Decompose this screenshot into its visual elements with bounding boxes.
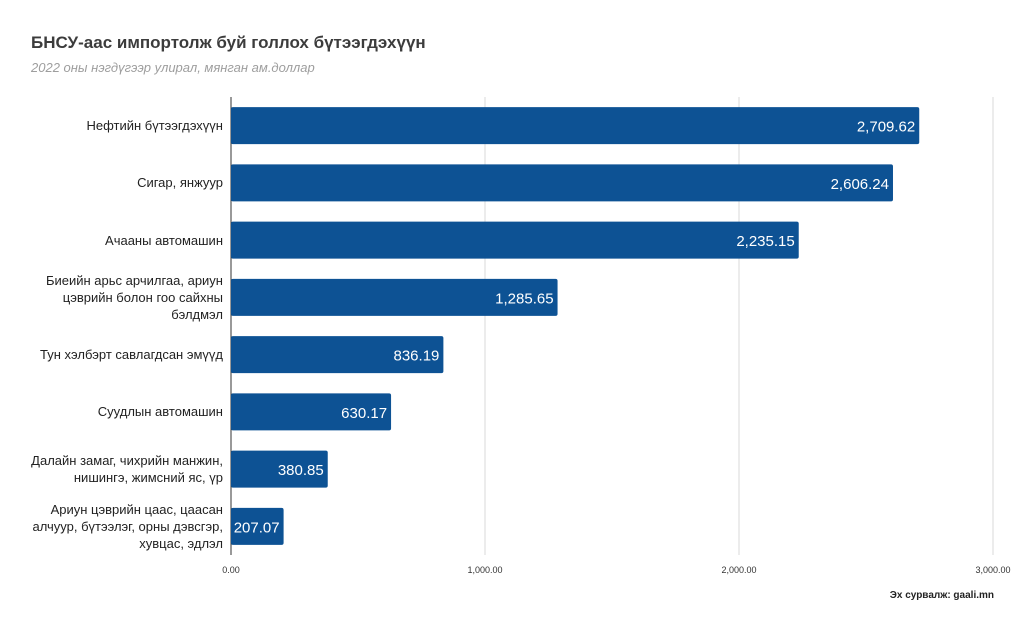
chart-subtitle: 2022 оны нэгдүгээр улирал, мянган ам.дол…: [31, 60, 315, 75]
category-label: Ариун цэврийн цаас, цаасан алчуур, бүтээ…: [32, 501, 223, 551]
bar: [231, 507, 284, 545]
category-label: Биеийн арьс арчилгаа, ариун цэврийн боло…: [45, 272, 223, 322]
category-label: Тун хэлбэрт савлагдсан эмүүд: [40, 347, 223, 363]
bar: [231, 336, 444, 374]
chart-title: БНСУ-аас импортолж буй голлох бүтээгдэхү…: [31, 33, 426, 52]
category-label: Ачааны автомашин: [105, 232, 223, 248]
bar-value-label: 207.07: [234, 519, 280, 536]
bar-value-label: 2,606.24: [831, 176, 889, 193]
x-tick-label: 1,000.00: [467, 565, 502, 575]
category-label: Сигар, янжуур: [137, 175, 223, 191]
bar: [231, 107, 920, 145]
category-label: Суудлын автомашин: [97, 404, 223, 420]
bar-value-label: 2,709.62: [857, 119, 915, 136]
bar-value-label: 1,285.65: [495, 290, 553, 307]
bar-value-label: 836.19: [394, 348, 440, 365]
bar-value-label: 380.85: [278, 462, 324, 479]
source-note: Эх сурвалж: gaali.mn: [889, 590, 994, 601]
bar: [231, 450, 328, 488]
bar: [231, 221, 799, 259]
bar: [231, 393, 392, 431]
category-label: Нефтийн бүтээгдэхүүн: [86, 118, 223, 134]
bar: [231, 278, 558, 316]
category-label: Далайн замаг, чихрийн манжин, нишингэ, ж…: [31, 453, 223, 486]
x-tick-label: 2,000.00: [721, 565, 756, 575]
bar-value-label: 2,235.15: [736, 233, 794, 250]
bar-value-label: 630.17: [341, 405, 387, 422]
x-tick-label: 3,000.00: [975, 565, 1010, 575]
x-tick-label: 0.00: [222, 565, 240, 575]
bar: [231, 164, 893, 202]
